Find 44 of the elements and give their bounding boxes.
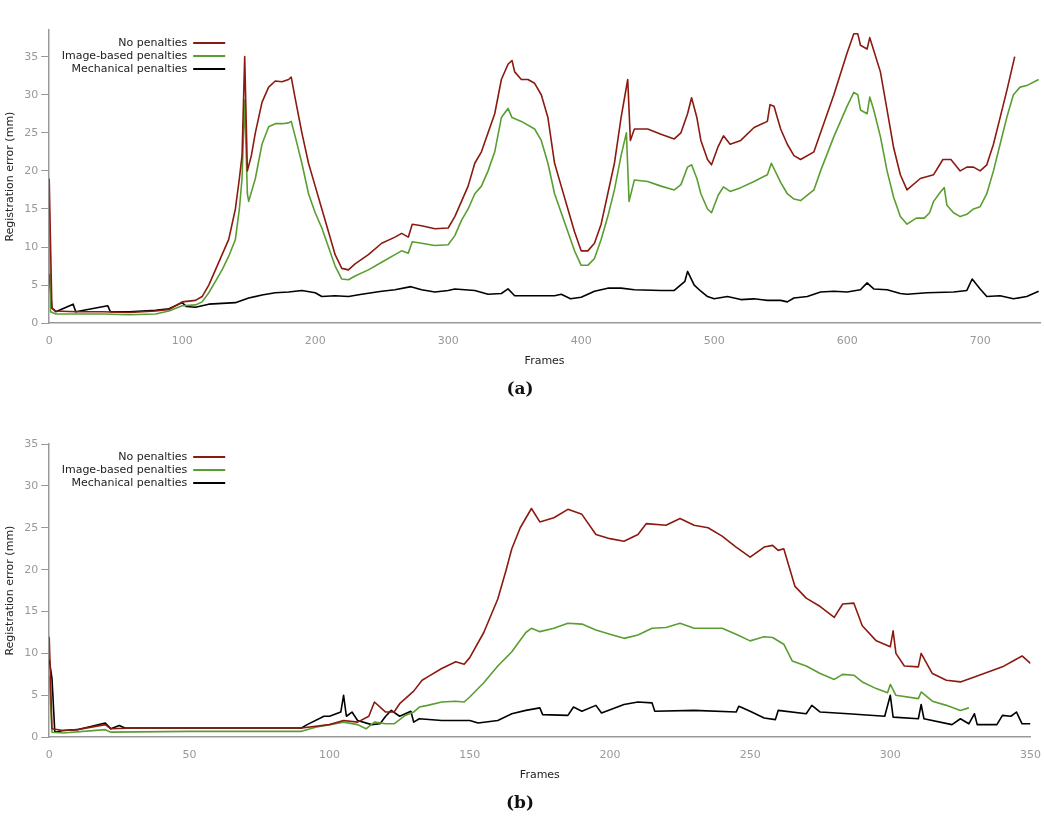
x-tick-label: 0 (45, 333, 53, 347)
y-tick-label: 0 (31, 730, 39, 744)
y-tick-label: 5 (31, 277, 39, 291)
x-tick-label: 100 (319, 747, 341, 761)
legend-label: No penalties (118, 35, 188, 49)
y-tick-label: 30 (24, 478, 39, 492)
x-tick-label: 500 (703, 333, 725, 347)
x-tick-label: 200 (304, 333, 326, 347)
legend-label: Mechanical penalties (71, 61, 188, 75)
x-tick-label: 700 (969, 333, 991, 347)
x-tick-label: 600 (836, 333, 858, 347)
y-tick-label: 5 (31, 688, 39, 702)
legend-label: Image-based penalties (61, 462, 188, 476)
y-tick-label: 15 (24, 604, 39, 618)
x-tick-label: 200 (599, 747, 621, 761)
x-tick-label: 350 (1020, 747, 1041, 761)
x-tick-label: 150 (459, 747, 481, 761)
y-tick-label: 30 (24, 87, 39, 101)
y-tick-label: 0 (31, 316, 39, 330)
y-axis-title: Registration error (mm) (3, 111, 17, 242)
x-axis-title: Frames (519, 767, 561, 781)
y-tick-label: 15 (24, 201, 39, 215)
y-tick-label: 35 (24, 436, 39, 450)
legend-label: Mechanical penalties (71, 475, 188, 489)
y-tick-label: 20 (24, 163, 39, 177)
legend-label: No penalties (118, 449, 188, 463)
legend-label: Image-based penalties (61, 48, 188, 62)
y-tick-label: 10 (24, 239, 39, 253)
x-tick-label: 400 (570, 333, 592, 347)
text: (a) (506, 378, 534, 399)
y-axis-title: Registration error (mm) (3, 525, 17, 656)
x-tick-label: 300 (437, 333, 459, 347)
x-axis-title: Frames (524, 353, 565, 367)
y-tick-label: 20 (24, 562, 39, 576)
y-tick-label: 10 (24, 646, 39, 660)
x-tick-label: 50 (182, 747, 197, 761)
y-tick-label: 25 (24, 125, 39, 139)
y-tick-label: 35 (24, 49, 39, 63)
x-tick-label: 0 (45, 747, 53, 761)
x-tick-label: 100 (171, 333, 193, 347)
x-tick-label: 250 (739, 747, 761, 761)
x-tick-label: 300 (879, 747, 901, 761)
y-tick-label: 25 (24, 520, 39, 534)
text: (b) (506, 792, 534, 813)
